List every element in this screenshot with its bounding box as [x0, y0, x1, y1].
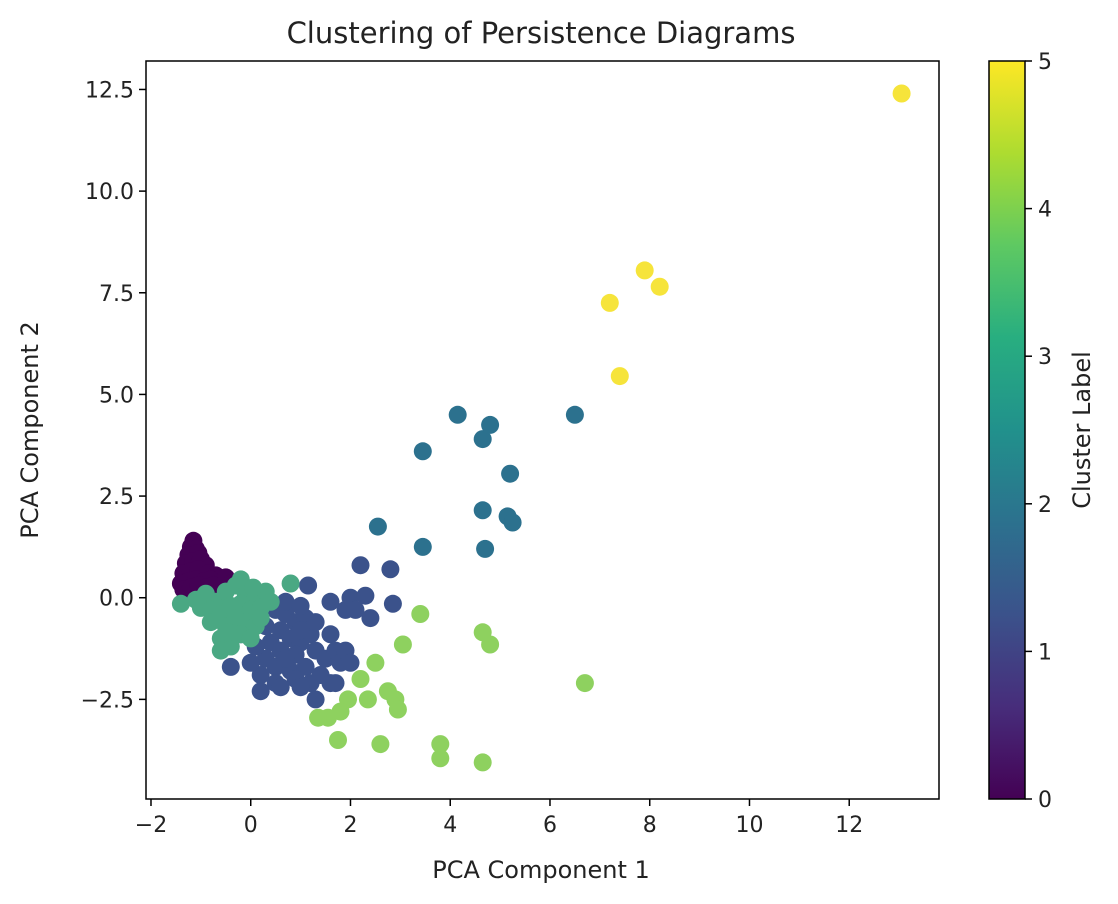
scatter-point-cluster-1	[306, 690, 325, 709]
scatter-point-cluster-2	[473, 501, 492, 520]
scatter-point-cluster-1	[361, 609, 380, 628]
x-axis: −2 0 2 4 6 8 10 12	[135, 799, 863, 838]
scatter-point-cluster-3	[241, 629, 260, 648]
scatter-point-cluster-5	[610, 367, 629, 386]
scatter-point-cluster-3	[261, 592, 280, 611]
scatter-point-cluster-2	[501, 464, 520, 483]
scatter-point-cluster-1	[341, 653, 360, 672]
scatter-point-cluster-4	[575, 674, 594, 693]
colorbar-tick-label: 3	[1038, 345, 1052, 370]
scatter-point-cluster-1	[291, 678, 310, 697]
scatter-point-cluster-1	[241, 653, 260, 672]
scatter-point-cluster-1	[296, 657, 315, 676]
scatter-point-cluster-4	[309, 708, 328, 727]
scatter-point-cluster-3	[201, 613, 220, 632]
scatter-point-cluster-3	[211, 641, 230, 660]
colorbar-axis: 0 1 2 3 4 5	[1025, 50, 1052, 813]
scatter-point-cluster-2	[503, 513, 522, 532]
colorbar-gradient	[988, 60, 1026, 800]
x-tick-label: 0	[244, 813, 258, 838]
scatter-point-cluster-1	[276, 649, 295, 668]
x-tick-label: 6	[543, 813, 557, 838]
scatter-point-cluster-1	[346, 600, 365, 619]
scatter-point-cluster-1	[356, 586, 375, 605]
x-tick-label: −2	[135, 813, 167, 838]
x-tick-label: 2	[343, 813, 357, 838]
y-axis: −2.5 0.0 2.5 5.0 7.5 10.0 12.5	[81, 78, 146, 713]
scatter-point-cluster-1	[326, 674, 345, 693]
plot-area-frame	[145, 60, 940, 800]
y-tick-label: 5.0	[99, 383, 134, 408]
y-tick-label: 2.5	[99, 485, 134, 510]
scatter-point-cluster-3	[281, 574, 300, 593]
scatter-point-cluster-4	[371, 735, 390, 754]
colorbar-tick-label: 2	[1038, 493, 1052, 518]
scatter-point-cluster-4	[393, 635, 412, 654]
colorbar-tick-label: 0	[1038, 788, 1052, 813]
scatter-point-cluster-1	[383, 594, 402, 613]
colorbar-tick-label: 4	[1038, 198, 1052, 223]
scatter-point-cluster-3	[171, 594, 190, 613]
scatter-point-cluster-5	[650, 277, 669, 296]
scatter-point-cluster-2	[368, 517, 387, 536]
scatter-point-cluster-3	[251, 609, 270, 628]
scatter-point-cluster-1	[311, 666, 330, 684]
scatter-point-cluster-1	[276, 592, 295, 611]
scatter-point-cluster-2	[473, 430, 492, 449]
colorbar: 0 1 2 3 4 5 Cluster Label	[988, 50, 1096, 813]
scatter-point-cluster-1	[291, 621, 310, 640]
scatter-point-cluster-3	[219, 623, 238, 642]
scatter-point-cluster-5	[600, 293, 619, 312]
scatter-point-cluster-3	[244, 578, 263, 597]
scatter-point-cluster-1	[291, 596, 310, 615]
x-tick-label: 8	[643, 813, 657, 838]
scatter-point-cluster-4	[351, 670, 370, 688]
scatter-points	[171, 84, 911, 772]
x-tick-label: 10	[735, 813, 763, 838]
y-tick-label: 12.5	[85, 78, 134, 103]
scatter-point-cluster-4	[329, 731, 347, 749]
x-tick-label: 4	[443, 813, 457, 838]
y-tick-label: −2.5	[81, 688, 134, 713]
y-axis-label: PCA Component 2	[16, 321, 44, 539]
scatter-point-cluster-4	[473, 753, 492, 772]
chart-title: Clustering of Persistence Diagrams	[287, 16, 796, 50]
scatter-point-cluster-5	[635, 261, 654, 280]
scatter-point-cluster-1	[306, 613, 325, 632]
scatter-point-cluster-4	[358, 690, 377, 709]
colorbar-tick-label: 5	[1038, 50, 1052, 75]
scatter-point-cluster-1	[251, 682, 270, 701]
scatter-point-cluster-1	[271, 678, 290, 697]
scatter-point-cluster-1	[381, 560, 400, 579]
x-tick-label: 12	[835, 813, 863, 838]
scatter-point-cluster-2	[413, 537, 432, 556]
scatter-point-cluster-1	[321, 592, 340, 611]
colorbar-label: Cluster Label	[1068, 351, 1096, 509]
y-tick-label: 0.0	[99, 587, 134, 612]
scatter-point-cluster-2	[481, 415, 500, 434]
scatter-point-cluster-2	[565, 405, 584, 424]
scatter-point-cluster-1	[351, 556, 370, 575]
scatter-point-cluster-1	[321, 625, 340, 644]
scatter-point-cluster-1	[251, 666, 270, 684]
scatter-point-cluster-4	[431, 735, 450, 754]
scatter-point-cluster-4	[411, 605, 430, 623]
scatter-point-cluster-1	[221, 657, 240, 676]
scatter-point-cluster-2	[448, 405, 467, 424]
y-tick-label: 7.5	[99, 282, 134, 307]
scatter-point-cluster-4	[481, 635, 500, 654]
scatter-point-cluster-1	[299, 576, 318, 595]
scatter-point-cluster-4	[388, 700, 407, 719]
y-tick-label: 10.0	[85, 180, 134, 205]
scatter-point-cluster-2	[476, 539, 495, 558]
scatter-point-cluster-5	[892, 84, 911, 103]
x-axis-label: PCA Component 1	[432, 856, 650, 884]
colorbar-tick-label: 1	[1038, 640, 1052, 665]
scatter-point-cluster-4	[366, 653, 385, 672]
scatter-point-cluster-4	[431, 749, 450, 768]
scatter-point-cluster-2	[413, 442, 432, 461]
